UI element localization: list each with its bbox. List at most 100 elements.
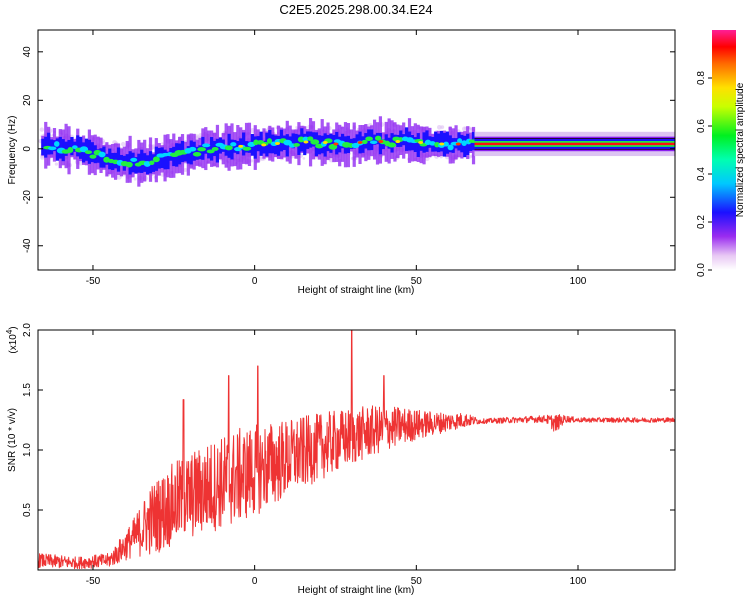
spectrogram-peak [206, 149, 215, 154]
spectrogram-core [416, 133, 420, 157]
spectrogram-core [451, 138, 455, 153]
spectrogram-core [183, 151, 188, 162]
spectrogram-ytick-label: -20 [22, 190, 33, 205]
spectrogram-core [90, 142, 94, 163]
snr-axes: -50 0 50 100 0.5 1.0 1.5 2.0 [22, 323, 675, 587]
spectrogram-core [413, 137, 417, 153]
spectrogram-core [166, 151, 170, 170]
spectrogram-core [210, 137, 214, 161]
spectrogram-core [76, 135, 80, 157]
spectrogram-peak [67, 147, 74, 153]
spectrogram-scatter [54, 162, 59, 166]
snr-panel: -50 0 50 100 0.5 1.0 1.5 2.0 Height of straight… [5, 323, 676, 596]
snr-xtick-label: 0 [252, 576, 258, 587]
spectrogram-core [294, 133, 298, 146]
spectrogram-peak [98, 151, 106, 158]
spectrogram-peak [125, 161, 133, 168]
colorbar-tick-label: 0.2 [696, 215, 707, 229]
spectrogram-hotspot [395, 140, 401, 144]
spectrogram-core [434, 131, 438, 152]
spectrogram-xlabel: Height of straight line (km) [298, 285, 415, 296]
spectrogram-peak [293, 142, 300, 147]
snr-series-line [38, 330, 675, 570]
snr-multiplier-exponent: 4 [5, 329, 14, 334]
spectrogram-peak [307, 136, 314, 141]
spectrogram-scatter [120, 141, 126, 147]
spectrogram-hotspot [322, 140, 328, 144]
spectrogram-ytick-label: 0 [22, 146, 33, 152]
spectrogram-hotspot [275, 141, 281, 145]
spectrogram-peak [143, 160, 151, 167]
spectrogram-core [99, 148, 103, 168]
spectrogram-scatter [161, 142, 164, 145]
spectrogram-peak [310, 139, 320, 145]
spectrogram-hotspot [238, 144, 244, 148]
spectrogram-peak [361, 139, 368, 145]
spectrogram-peak [149, 160, 155, 166]
spectrogram-core [131, 152, 135, 173]
spectrogram-frame [37, 29, 676, 271]
spectrogram-scatter [302, 157, 306, 160]
spectrogram-axes: -50 0 50 100 -40 -20 0 20 40 [22, 30, 675, 287]
spectrogram-peak [89, 154, 97, 159]
spectrogram-core [439, 130, 444, 152]
spectrogram-peak [224, 145, 233, 151]
spectrogram-core [448, 135, 452, 153]
spectrogram-core [355, 134, 359, 146]
spectrogram-hotspot [455, 142, 461, 146]
spectrogram-core [96, 149, 100, 163]
spectrogram-scatter [39, 127, 45, 132]
spectrogram-core [276, 135, 281, 156]
spectrogram-ytick-label: 20 [22, 94, 33, 106]
spectrogram-scatter [183, 167, 188, 172]
spectrogram-core [81, 142, 86, 163]
spectrogram-scatter [437, 124, 442, 130]
spectrogram-core [242, 132, 246, 156]
spectrogram-core [303, 133, 307, 156]
colorbar-label: Normalized spectral amplitude [735, 82, 746, 217]
spectrogram-core [239, 138, 243, 151]
spectrogram-core [189, 140, 193, 165]
spectrogram-peak [443, 141, 449, 147]
spectrogram-core [469, 139, 473, 151]
spectrogram-core [186, 146, 190, 164]
spectrogram-core [466, 133, 470, 155]
spectrogram-hotspot [303, 140, 309, 144]
spectrogram-core [41, 138, 45, 156]
spectrogram-core [160, 147, 164, 169]
snr-xtick-label: 100 [570, 576, 587, 587]
spectrogram-peak [365, 136, 373, 141]
snr-multiplier-base: (x10 [8, 334, 19, 354]
spectrogram-peak [230, 142, 237, 147]
spectrogram-core [361, 136, 365, 153]
spectrogram-core [224, 145, 228, 156]
spectrogram-core [329, 133, 333, 153]
spectrogram-peak [457, 138, 463, 144]
spectrogram-core [230, 139, 234, 160]
spectrogram-ylabel: Frequency (Hz) [7, 116, 18, 185]
colorbar: 0.0 0.2 0.4 0.6 0.8 Normalized spectral ampl… [696, 30, 746, 277]
spectrogram-peak [54, 141, 60, 147]
snr-multiplier-close: ) [8, 326, 19, 329]
spectrogram-peak [188, 146, 197, 152]
spectrogram-hotspot [261, 143, 267, 147]
spectrogram-core [67, 139, 71, 151]
spectrogram-hotspot [333, 142, 339, 146]
spectrogram-xtick-label: 0 [252, 276, 258, 287]
colorbar-gradient [712, 30, 736, 270]
spectrogram-core [332, 134, 336, 149]
spectrogram-xtick-label: -50 [86, 276, 101, 287]
spectrogram-core [384, 134, 388, 147]
spectrogram-core [108, 148, 112, 170]
spectrogram-core [262, 140, 266, 154]
spectrogram-scatter [133, 177, 137, 181]
spectrogram-core [119, 154, 124, 165]
snr-ytick-label: 2.0 [22, 323, 33, 337]
snr-ylabel: SNR (10 * v/v) [7, 408, 18, 472]
spectrogram-core [463, 135, 467, 158]
spectrogram-hotspot [439, 142, 445, 146]
spectrogram-peak [302, 136, 309, 142]
snr-xlabel: Height of straight line (km) [298, 585, 415, 596]
spectrogram-core [125, 154, 129, 167]
